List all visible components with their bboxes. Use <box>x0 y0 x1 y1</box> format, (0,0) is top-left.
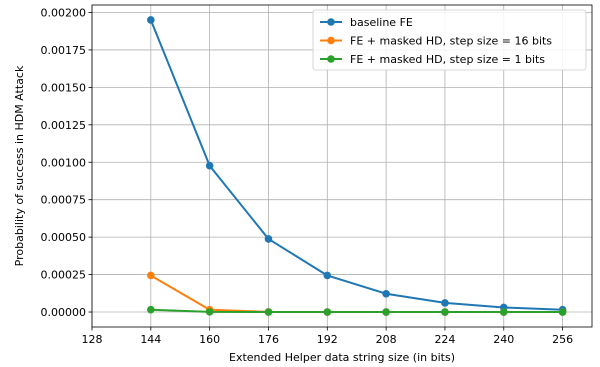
legend: baseline FE FE + masked HD, step size = 1… <box>312 9 587 71</box>
series-1 <box>147 16 567 314</box>
series-3 <box>147 305 567 316</box>
y-axis: 0.00000 0.00025 0.00050 0.00075 0.00100 0.001… <box>41 6 92 319</box>
x-tick-label: 160 <box>199 333 220 346</box>
x-tick-label: 224 <box>434 333 455 346</box>
legend-label: FE + masked HD, step size = 16 bits <box>350 35 552 48</box>
x-axis: 128 144 160 176 192 208 224 240 256 <box>82 327 573 346</box>
legend-marker <box>327 55 335 63</box>
x-tick-label: 128 <box>82 333 103 346</box>
legend-marker <box>327 36 335 45</box>
series-line <box>149 19 563 311</box>
data-point <box>147 305 155 314</box>
legend-marker <box>327 18 335 26</box>
y-tick-label: 0.00100 <box>41 156 87 169</box>
data-point <box>558 308 567 316</box>
x-tick-label: 192 <box>317 333 338 346</box>
data-point <box>264 235 273 243</box>
x-tick-label: 208 <box>376 333 397 346</box>
data-point <box>264 308 273 316</box>
data-point <box>441 299 449 307</box>
data-point <box>441 308 449 316</box>
x-axis-label: Extended Helper data string size (in bit… <box>229 351 455 364</box>
legend-entry: FE + masked HD, step size = 16 bits <box>320 35 552 48</box>
data-point <box>205 308 214 316</box>
x-tick-label: 240 <box>493 333 514 346</box>
data-point <box>147 16 155 24</box>
data-point <box>323 271 332 280</box>
x-tick-label: 144 <box>140 333 161 346</box>
y-axis-label: Probability of success in HDM Attack <box>13 65 26 266</box>
x-tick-label: 176 <box>258 333 279 346</box>
legend-entry: FE + masked HD, step size = 1 bits <box>320 53 545 66</box>
data-point <box>147 271 155 280</box>
series-layer <box>147 16 567 316</box>
data-point <box>205 161 214 170</box>
y-tick-label: 0.00075 <box>41 194 87 207</box>
data-point <box>323 308 332 316</box>
legend-entry: baseline FE <box>320 16 413 29</box>
y-tick-label: 0.00000 <box>41 306 87 319</box>
x-tick-label: 256 <box>552 333 573 346</box>
y-tick-label: 0.00150 <box>41 81 87 94</box>
data-point <box>382 289 390 298</box>
y-tick-label: 0.00200 <box>41 6 87 19</box>
plot-frame <box>91 4 593 328</box>
legend-label: baseline FE <box>350 16 413 29</box>
data-point <box>382 308 390 316</box>
y-tick-label: 0.00050 <box>41 231 87 244</box>
legend-box <box>312 9 587 71</box>
y-tick-label: 0.00125 <box>41 119 87 132</box>
legend-label: FE + masked HD, step size = 1 bits <box>350 53 545 66</box>
data-point <box>499 308 508 316</box>
series-line <box>150 308 563 314</box>
y-tick-label: 0.00025 <box>41 269 87 282</box>
y-tick-label: 0.00175 <box>41 44 87 57</box>
